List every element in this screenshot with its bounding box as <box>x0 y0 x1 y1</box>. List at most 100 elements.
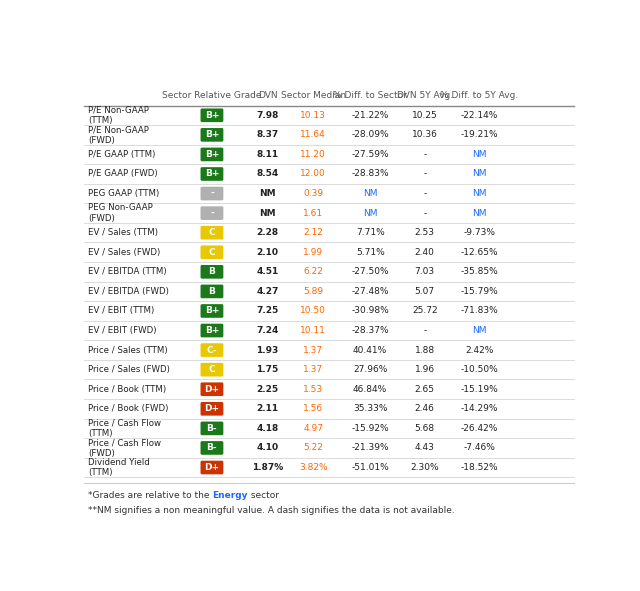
Text: 2.53: 2.53 <box>415 228 435 237</box>
Text: -14.29%: -14.29% <box>461 404 498 413</box>
Text: -35.85%: -35.85% <box>460 267 498 277</box>
Text: Price / Book (TTM): Price / Book (TTM) <box>88 385 166 394</box>
Text: -: - <box>423 209 426 217</box>
Text: 4.10: 4.10 <box>257 443 278 453</box>
Text: -26.42%: -26.42% <box>461 424 498 433</box>
Text: NM: NM <box>472 326 486 335</box>
Text: 12.00: 12.00 <box>300 170 326 178</box>
Text: 1.87%: 1.87% <box>252 463 283 472</box>
Text: Energy: Energy <box>212 491 248 500</box>
Text: DVN: DVN <box>258 90 277 99</box>
Text: -9.73%: -9.73% <box>463 228 495 237</box>
Text: Price / Book (FWD): Price / Book (FWD) <box>88 404 168 413</box>
Text: 10.11: 10.11 <box>300 326 326 335</box>
Text: -27.59%: -27.59% <box>351 150 389 159</box>
Text: Price / Sales (FWD): Price / Sales (FWD) <box>88 365 170 374</box>
Text: Price / Sales (TTM): Price / Sales (TTM) <box>88 346 168 355</box>
Text: C: C <box>209 248 215 256</box>
Text: 25.72: 25.72 <box>412 307 438 316</box>
Text: 1.61: 1.61 <box>303 209 323 217</box>
Text: -: - <box>210 209 214 217</box>
Text: PEG Non-GAAP
(FWD): PEG Non-GAAP (FWD) <box>88 203 153 223</box>
Text: B+: B+ <box>205 326 219 335</box>
Text: *Grades are relative to the: *Grades are relative to the <box>88 491 212 500</box>
Text: 11.20: 11.20 <box>300 150 326 159</box>
Text: 7.24: 7.24 <box>256 326 278 335</box>
Text: -19.21%: -19.21% <box>460 131 498 139</box>
Text: Dividend Yield
(TTM): Dividend Yield (TTM) <box>88 458 150 477</box>
Text: **NM signifies a non meaningful value. A dash signifies the data is not availabl: **NM signifies a non meaningful value. A… <box>88 505 454 515</box>
Text: Sector Relative Grade: Sector Relative Grade <box>162 90 262 99</box>
FancyBboxPatch shape <box>200 382 223 396</box>
Text: 4.97: 4.97 <box>303 424 323 433</box>
Text: -18.52%: -18.52% <box>460 463 498 472</box>
Text: D+: D+ <box>204 385 220 394</box>
Text: 1.37: 1.37 <box>303 365 323 374</box>
Text: NM: NM <box>259 189 276 198</box>
Text: P/E Non-GAAP
(TTM): P/E Non-GAAP (TTM) <box>88 106 149 125</box>
Text: 35.33%: 35.33% <box>353 404 387 413</box>
Text: -21.39%: -21.39% <box>351 443 389 453</box>
Text: P/E GAAP (TTM): P/E GAAP (TTM) <box>88 150 156 159</box>
Text: EV / Sales (FWD): EV / Sales (FWD) <box>88 248 160 256</box>
Text: B+: B+ <box>205 170 219 178</box>
Text: D+: D+ <box>204 463 220 472</box>
Text: -: - <box>423 150 426 159</box>
Text: P/E Non-GAAP
(FWD): P/E Non-GAAP (FWD) <box>88 125 149 145</box>
Text: EV / EBITDA (TTM): EV / EBITDA (TTM) <box>88 267 166 277</box>
Text: P/E GAAP (FWD): P/E GAAP (FWD) <box>88 170 157 178</box>
Text: 10.36: 10.36 <box>412 131 438 139</box>
Text: EV / Sales (TTM): EV / Sales (TTM) <box>88 228 158 237</box>
Text: 1.99: 1.99 <box>303 248 323 256</box>
Text: 4.27: 4.27 <box>256 287 278 296</box>
Text: -: - <box>423 170 426 178</box>
Text: -15.92%: -15.92% <box>351 424 389 433</box>
Text: 5.68: 5.68 <box>415 424 435 433</box>
Text: -: - <box>210 189 214 198</box>
Text: NM: NM <box>472 170 486 178</box>
Text: -27.48%: -27.48% <box>351 287 389 296</box>
Text: 10.50: 10.50 <box>300 307 326 316</box>
FancyBboxPatch shape <box>200 226 223 239</box>
FancyBboxPatch shape <box>200 441 223 454</box>
Text: DVN 5Y Avg.: DVN 5Y Avg. <box>397 90 452 99</box>
Text: 3.82%: 3.82% <box>299 463 328 472</box>
Text: NM: NM <box>363 209 378 217</box>
Text: 4.51: 4.51 <box>257 267 278 277</box>
Text: % Diff. to 5Y Avg.: % Diff. to 5Y Avg. <box>440 90 518 99</box>
Text: -10.50%: -10.50% <box>460 365 498 374</box>
Text: 7.71%: 7.71% <box>356 228 385 237</box>
Text: 2.65: 2.65 <box>415 385 435 394</box>
Text: -71.83%: -71.83% <box>460 307 498 316</box>
Text: 6.22: 6.22 <box>303 267 323 277</box>
Text: -51.01%: -51.01% <box>351 463 389 472</box>
Text: 1.96: 1.96 <box>415 365 435 374</box>
Text: C: C <box>209 228 215 237</box>
FancyBboxPatch shape <box>200 265 223 279</box>
Text: 5.07: 5.07 <box>415 287 435 296</box>
Text: % Diff. to Sector: % Diff. to Sector <box>333 90 407 99</box>
Text: -28.09%: -28.09% <box>351 131 389 139</box>
Text: -15.19%: -15.19% <box>460 385 498 394</box>
Text: B: B <box>209 287 216 296</box>
Text: 2.25: 2.25 <box>257 385 278 394</box>
Text: B+: B+ <box>205 150 219 159</box>
FancyBboxPatch shape <box>200 148 223 161</box>
Text: 5.22: 5.22 <box>303 443 323 453</box>
FancyBboxPatch shape <box>200 402 223 415</box>
Text: 2.28: 2.28 <box>257 228 278 237</box>
Text: 1.37: 1.37 <box>303 346 323 355</box>
FancyBboxPatch shape <box>200 285 223 298</box>
Text: -30.98%: -30.98% <box>351 307 389 316</box>
Text: Price / Cash Flow
(TTM): Price / Cash Flow (TTM) <box>88 418 161 438</box>
FancyBboxPatch shape <box>200 128 223 142</box>
Text: -12.65%: -12.65% <box>460 248 498 256</box>
FancyBboxPatch shape <box>200 206 223 220</box>
Text: 4.43: 4.43 <box>415 443 435 453</box>
Text: -7.46%: -7.46% <box>463 443 495 453</box>
Text: 7.03: 7.03 <box>415 267 435 277</box>
Text: 5.89: 5.89 <box>303 287 323 296</box>
Text: -15.79%: -15.79% <box>460 287 498 296</box>
Text: sector: sector <box>248 491 279 500</box>
Text: 2.46: 2.46 <box>415 404 435 413</box>
